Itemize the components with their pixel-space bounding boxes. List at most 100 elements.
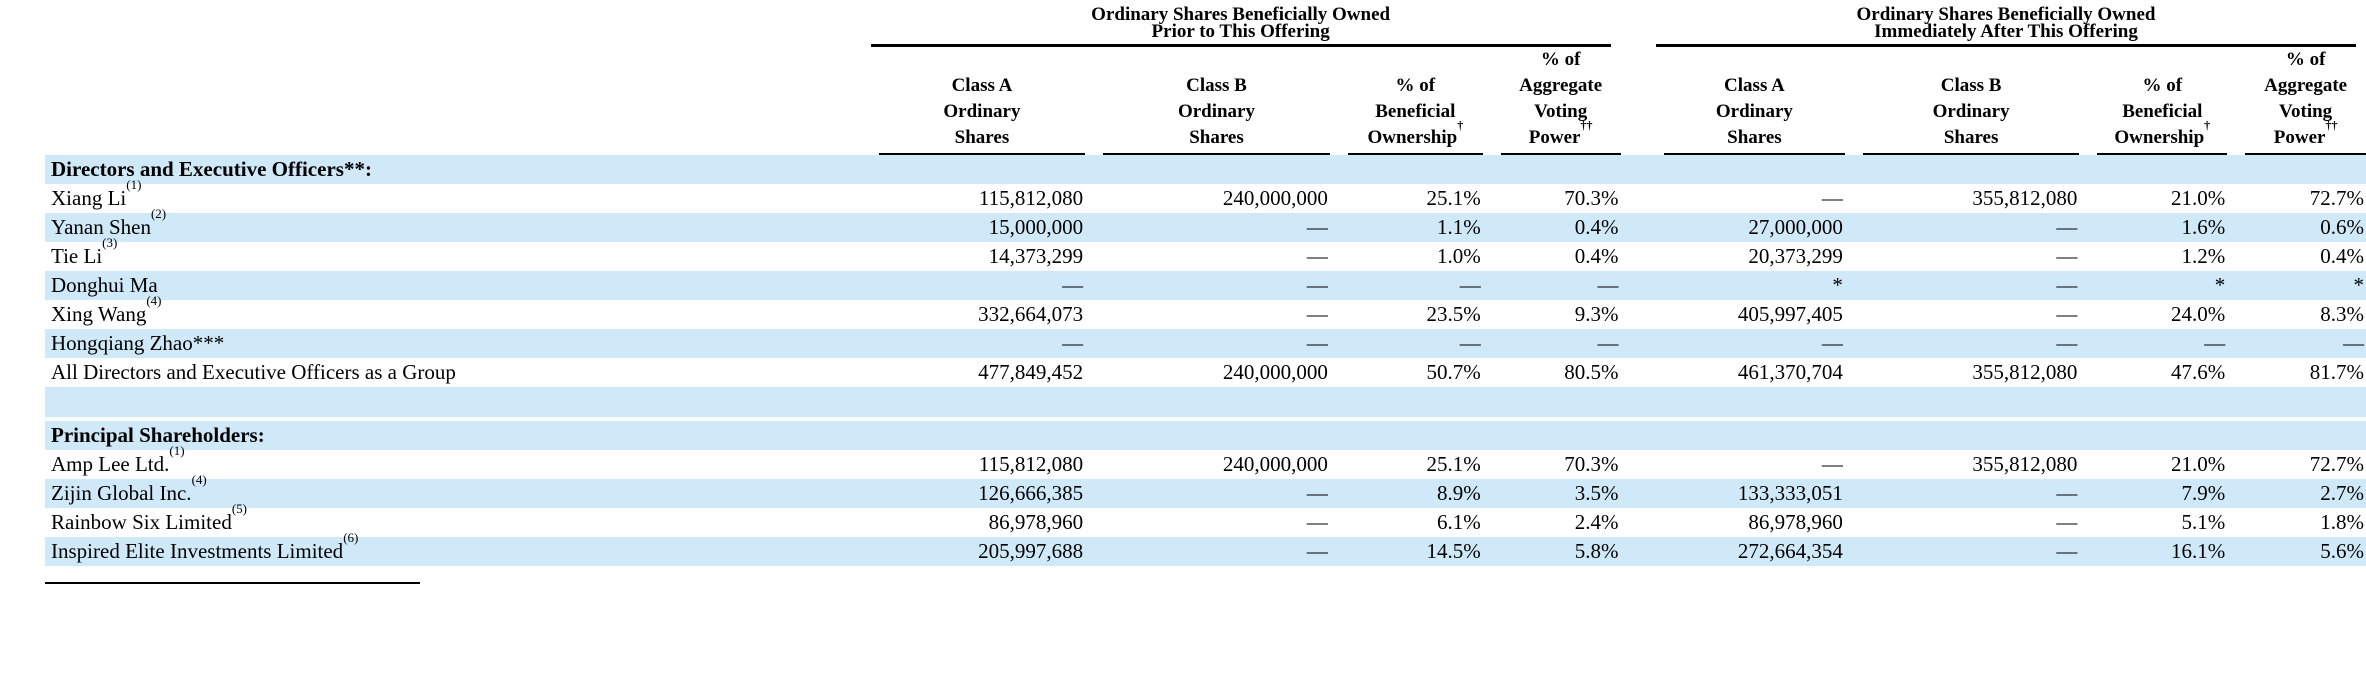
table-cell: 24.0% (2170, 302, 2226, 326)
table-cell: 272,664,354 (1645, 537, 1845, 566)
table-cell: 14,373,299 (988, 244, 1084, 268)
row-footnote-marker: (2) (150, 206, 167, 221)
table-cell: 2.4% (1574, 510, 1619, 534)
table-cell: — (1844, 329, 2080, 358)
spacer-row (45, 387, 2366, 419)
table-cell: 240,000,000 (1222, 186, 1328, 210)
column-header-line: Ownership† (2114, 117, 2211, 148)
column-header-line: Ordinary (1932, 101, 2010, 122)
table-cell: — (2079, 329, 2228, 358)
group-header-after-line2: Immediately After This Offering (1874, 21, 2138, 42)
column-header-after-pct-beneficial-ownership: % of Beneficial Ownership† (2079, 47, 2228, 155)
table-cell: 81.7% (2309, 360, 2364, 384)
column-header-line: Power†† (1528, 117, 1593, 148)
table-cell: 72.7% (2309, 186, 2364, 210)
table-cell: — (1306, 510, 1328, 534)
table-cell: 332,664,073 (978, 302, 1084, 326)
column-header-line: Beneficial (1375, 101, 1456, 122)
dagger-footnote-marker: †† (2325, 117, 2338, 132)
row-footnote-marker: (4) (191, 472, 207, 487)
column-header-prior-class-a-ordinary-shares: Class A Ordinary Shares (861, 47, 1086, 155)
group-gap (1621, 242, 1646, 271)
dagger-footnote-marker: † (2204, 117, 2211, 132)
row-footnote-marker: (1) (169, 443, 185, 458)
table-cell: — (1085, 329, 1330, 358)
table-body: Directors and Executive Officers**: Xiang… (45, 155, 2366, 566)
table-cell: 1.6% (2079, 213, 2228, 242)
column-header-line: Ownership† (1367, 117, 1464, 148)
table-cell: 477,849,452 (978, 360, 1084, 384)
column-header-row: Class A Ordinary Shares Class B Ordinary Shar… (45, 47, 2366, 155)
table-cell: — (1844, 537, 2080, 566)
spacer-cell (45, 387, 2366, 419)
group-header-prior-offering: Ordinary Shares Beneficially Owned Prior… (861, 4, 1621, 47)
column-header-line: Ordinary (1715, 101, 1793, 122)
table-cell: 5.8% (1482, 537, 1621, 566)
table-cell: 1.8% (2320, 510, 2364, 534)
table-cell: 23.5% (1426, 302, 1481, 326)
column-header-line: Ordinary (1177, 101, 1255, 122)
row-footnote-marker: (5) (231, 501, 247, 516)
table-cell: 126,666,385 (860, 479, 1086, 508)
section-row: Directors and Executive Officers**: (45, 155, 2366, 184)
row-label: Tie Li(3) (51, 235, 118, 268)
column-header-line: Power†† (2273, 117, 2338, 148)
column-header-line: Voting (2279, 101, 2333, 122)
table-cell: * (1645, 271, 1845, 300)
group-header-row: Ordinary Shares Beneficially Owned Prior… (45, 4, 2366, 47)
group-header-after-offering: Ordinary Shares Beneficially Owned Immed… (1646, 4, 2366, 47)
table-cell: — (1329, 271, 1483, 300)
column-header-line: Voting (1534, 101, 1588, 122)
table-cell: 21.0% (2170, 452, 2226, 476)
column-header-line: Aggregate (1519, 75, 1603, 96)
table-cell: — (1844, 271, 2080, 300)
table-cell: 2.7% (2227, 479, 2366, 508)
table-row: All Directors and Executive Officers as … (45, 358, 2366, 387)
table-cell: 1.1% (1329, 213, 1483, 242)
table-cell: — (1821, 452, 1843, 476)
table-cell: — (1085, 479, 1330, 508)
table-cell: 5.1% (2181, 510, 2226, 534)
table-row: Donghui Ma — — — — * — * * (45, 271, 2366, 300)
table-cell: 15,000,000 (860, 213, 1086, 242)
table-cell: 86,978,960 (988, 510, 1084, 534)
section-row: Principal Shareholders: (45, 417, 2366, 450)
table-cell: 1.2% (2181, 244, 2226, 268)
group-gap (1621, 508, 1646, 537)
table-cell: * (2227, 271, 2366, 300)
row-footnote-marker: (6) (343, 530, 359, 545)
table-row: Rainbow Six Limited(5) 86,978,960 — 6.1% 2.4… (45, 502, 2366, 537)
table-cell: 7.9% (2079, 479, 2228, 508)
table-cell: 115,812,080 (978, 186, 1084, 210)
column-header-prior-pct-aggregate-voting-power: % of Aggregate Voting Power†† (1483, 47, 1621, 155)
table-cell: 9.3% (1574, 302, 1619, 326)
table-cell: 461,370,704 (1737, 360, 1843, 384)
table-cell: — (1482, 271, 1621, 300)
column-header-line: % of (1395, 75, 1436, 96)
row-label: Xiang Li(1) (51, 177, 142, 210)
table-cell: 70.3% (1564, 452, 1619, 476)
table-row: Zijin Global Inc.(4) 126,666,385—8.9% 3.5%… (45, 473, 2366, 508)
table-cell: 355,812,080 (1972, 360, 2078, 384)
table-row: Amp Lee Ltd.(1) 115,812,080 240,000,000 25.… (45, 444, 2366, 479)
table-cell: — (1844, 479, 2080, 508)
table-cell: 115,812,080 (978, 452, 1084, 476)
column-header-line: Class B (1186, 75, 1247, 96)
row-footnote-marker: (4) (146, 293, 162, 308)
table-cell: — (1645, 329, 1845, 358)
table-cell: 70.3% (1564, 186, 1619, 210)
table-cell: 21.0% (2170, 186, 2226, 210)
table-cell: 205,997,688 (860, 537, 1086, 566)
column-header-prior-class-b-ordinary-shares: Class B Ordinary Shares (1085, 47, 1330, 155)
column-header-line: % of (2285, 49, 2326, 70)
table-cell: 355,812,080 (1972, 186, 2078, 210)
table-row: Xing Wang(4) 332,664,073 — 23.5% 9.3% 405,997… (45, 294, 2366, 329)
group-header-prior-line1: Ordinary Shares Beneficially Owned (1091, 4, 1391, 25)
table-cell: 240,000,000 (1222, 360, 1328, 384)
group-header-after-line1: Ordinary Shares Beneficially Owned (1856, 4, 2156, 25)
table-cell: 25.1% (1426, 186, 1481, 210)
table-cell: — (1085, 271, 1330, 300)
group-gap (1621, 47, 1646, 155)
group-gap (1620, 479, 1646, 508)
dagger-footnote-marker: † (1457, 117, 1464, 132)
